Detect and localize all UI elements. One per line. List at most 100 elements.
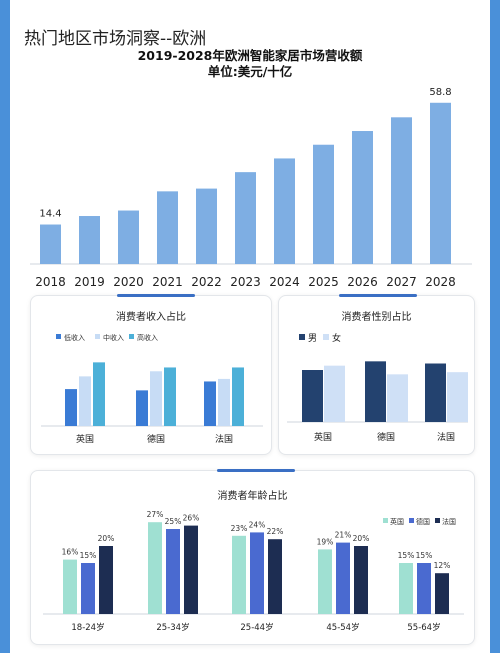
age-legend-label: 法国 <box>442 517 456 526</box>
age-data-label: 25% <box>165 517 182 526</box>
revenue-chart-title: 2019-2028年欧洲智能家居市场营收额 <box>137 48 363 63</box>
revenue-x-tick: 2025 <box>308 275 339 289</box>
revenue-bar <box>391 117 412 264</box>
income-bar <box>232 367 244 426</box>
gender-x-tick: 德国 <box>377 431 395 443</box>
gender-bar <box>302 370 323 422</box>
age-x-tick: 18-24岁 <box>71 622 104 633</box>
revenue-chart-subtitle: 单位:美元/十亿 <box>207 64 293 79</box>
gender-chart-title: 消费者性别占比 <box>341 312 412 323</box>
revenue-bar <box>196 188 217 264</box>
age-legend-swatch <box>435 518 440 523</box>
revenue-chart-title-block: 2019-2028年欧洲智能家居市场营收额 单位:美元/十亿 <box>10 48 490 80</box>
gender-bar <box>447 372 468 422</box>
age-data-label: 12% <box>434 561 451 570</box>
age-bar <box>250 532 264 614</box>
gender-legend-swatch <box>299 334 305 340</box>
gender-bar <box>425 363 446 422</box>
age-card: 消费者年龄占比 英国 德国 法国 16% 15% 20% 18-24岁 27% 25% 26% 25… <box>30 469 475 645</box>
revenue-x-tick: 2028 <box>425 275 456 289</box>
age-bar <box>148 522 162 614</box>
age-bar <box>435 573 449 614</box>
gender-bar <box>365 361 386 422</box>
age-data-label: 23% <box>231 524 248 533</box>
age-data-label: 24% <box>249 520 266 529</box>
income-x-tick: 法国 <box>215 433 233 445</box>
revenue-bar <box>157 191 178 264</box>
income-bar <box>204 381 216 426</box>
income-bar <box>93 362 105 426</box>
income-x-tick: 英国 <box>76 433 94 445</box>
gender-card: 消费者性别占比 男 女英国 德国 法国 <box>278 294 475 455</box>
income-legend-swatch <box>56 334 61 339</box>
income-legend-label: 低收入 <box>64 333 85 342</box>
age-data-label: 21% <box>335 531 352 540</box>
age-data-label: 19% <box>317 537 334 546</box>
age-bar <box>354 546 368 614</box>
revenue-data-label: 58.8 <box>429 87 451 98</box>
gender-bar <box>324 365 345 422</box>
revenue-bar <box>235 172 256 264</box>
gender-legend-label: 男 <box>308 333 317 344</box>
age-bar <box>232 535 246 614</box>
revenue-bar <box>313 144 334 264</box>
revenue-bar <box>40 224 61 264</box>
age-bar <box>166 529 180 614</box>
gender-x-tick: 法国 <box>437 431 455 443</box>
income-card: 消费者收入占比 低收入 中收入 高收入 英国 德国 法国 <box>30 294 272 455</box>
age-legend-swatch <box>383 518 388 523</box>
gender-x-tick: 英国 <box>314 431 332 443</box>
page-title: 热门地区市场洞察--欧洲 <box>24 29 207 49</box>
age-data-label: 27% <box>147 510 164 519</box>
revenue-chart: 2018 14.4 2019 2020 2021 2022 2023 2024 2025 2026… <box>30 87 472 289</box>
revenue-x-tick: 2024 <box>269 275 300 289</box>
age-data-label: 20% <box>353 534 370 543</box>
age-bar <box>318 549 332 614</box>
income-chart-title: 消费者收入占比 <box>116 312 186 323</box>
income-x-tick: 德国 <box>147 433 165 445</box>
age-data-label: 15% <box>416 551 433 560</box>
age-data-label: 16% <box>62 548 79 557</box>
revenue-bar <box>118 210 139 264</box>
age-card-accent <box>217 469 295 472</box>
age-bar <box>184 525 198 614</box>
revenue-x-tick: 2019 <box>74 275 105 289</box>
age-bar <box>336 542 350 614</box>
age-data-label: 26% <box>183 514 200 523</box>
age-data-label: 15% <box>398 551 415 560</box>
income-bar <box>164 367 176 426</box>
age-legend-label: 德国 <box>416 517 430 526</box>
revenue-x-tick: 2023 <box>230 275 261 289</box>
age-x-tick: 45-54岁 <box>326 622 359 633</box>
revenue-x-tick: 2022 <box>191 275 222 289</box>
revenue-data-label: 14.4 <box>39 209 61 220</box>
age-bar <box>81 563 95 614</box>
age-chart-title: 消费者年龄占比 <box>217 491 288 502</box>
income-legend-label: 中收入 <box>103 333 124 342</box>
income-bar <box>65 389 77 426</box>
revenue-bar <box>274 158 295 264</box>
gender-card-accent <box>339 294 417 297</box>
revenue-x-tick: 2018 <box>35 275 66 289</box>
income-bar <box>218 378 230 426</box>
revenue-bar <box>352 131 373 264</box>
age-data-label: 15% <box>80 551 97 560</box>
gender-chart: 男 女英国 德国 法国 <box>287 332 468 443</box>
revenue-x-tick: 2027 <box>386 275 417 289</box>
gender-bar <box>387 374 408 422</box>
revenue-x-tick: 2026 <box>347 275 378 289</box>
age-x-tick: 25-44岁 <box>240 622 273 633</box>
age-x-tick: 55-64岁 <box>407 622 440 633</box>
age-bar <box>63 559 77 614</box>
revenue-x-tick: 2021 <box>152 275 183 289</box>
income-bar <box>79 376 91 426</box>
age-data-label: 22% <box>267 527 284 536</box>
revenue-bar <box>79 216 100 264</box>
age-legend-swatch <box>409 518 414 523</box>
income-legend-swatch <box>129 334 134 339</box>
age-legend-label: 英国 <box>390 517 404 526</box>
age-data-label: 20% <box>98 534 115 543</box>
income-bar <box>136 390 148 426</box>
